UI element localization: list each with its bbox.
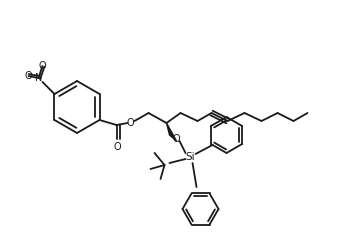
Text: N: N: [35, 73, 42, 83]
Text: O: O: [127, 118, 134, 128]
Text: O: O: [114, 142, 121, 152]
Text: O: O: [173, 134, 180, 144]
Polygon shape: [166, 123, 177, 141]
Text: O: O: [25, 71, 32, 81]
Text: Si: Si: [186, 152, 195, 162]
Text: O: O: [39, 61, 46, 71]
